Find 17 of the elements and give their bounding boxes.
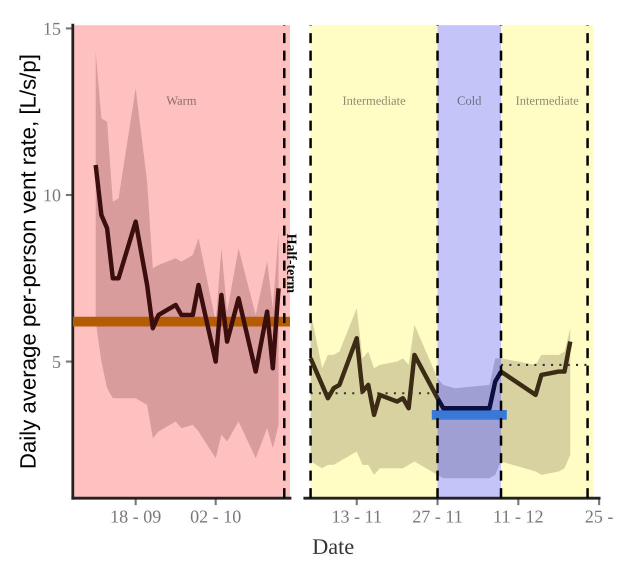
band-label: Warm xyxy=(166,96,196,105)
x-tick-label: 27 - 11 xyxy=(413,510,462,523)
line-series xyxy=(93,162,281,374)
band-label: Intermediate xyxy=(516,96,578,105)
y-axis-title: Daily average per-person vent rate, [L/s/p] xyxy=(19,56,40,468)
y-tick-label: 15 xyxy=(44,22,60,35)
x-axis-title: Date xyxy=(312,539,354,554)
band-label: Intermediate xyxy=(342,96,406,105)
y-tick-label: 5 xyxy=(53,356,60,368)
x-tick-label: 13 - 11 xyxy=(333,510,381,523)
x-tick-label: 18 - 09 xyxy=(112,510,161,523)
ref-line-label: Half-term xyxy=(287,234,298,293)
band-label: Cold xyxy=(458,96,482,105)
y-tick-label: 10 xyxy=(44,189,60,202)
x-tick-label: 02 - 10 xyxy=(190,510,241,523)
x-tick-label: 25 - xyxy=(586,510,613,523)
x-tick-label: 11 - 12 xyxy=(494,510,543,523)
